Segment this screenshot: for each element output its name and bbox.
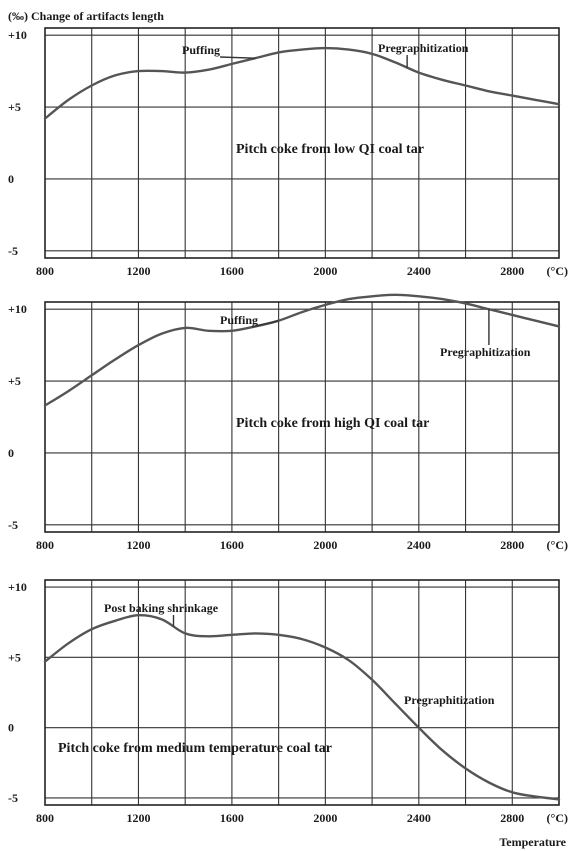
x-tick-label: 2800 (500, 811, 524, 825)
y-tick-label: +10 (8, 580, 27, 594)
x-tick-label: 1200 (126, 264, 150, 278)
x-axis-title: Temperature (499, 835, 566, 849)
annotation-leader (251, 320, 279, 328)
chart-panel-2: +10 +5 0 -5 800 1200 1600 2000 2400 2800 (°C) Pitch… (8, 293, 568, 552)
x-unit-label: (°C) (547, 264, 568, 278)
y-axis-title: (‰) Change of artifacts length (8, 9, 164, 23)
x-tick-label: 1600 (220, 264, 244, 278)
y-tick-label: +5 (8, 100, 21, 114)
x-tick-label: 1200 (126, 538, 150, 552)
annotation-label: Puffing (220, 313, 258, 327)
panel-label: Pitch coke from low QI coal tar (236, 142, 424, 157)
series-line (43, 613, 561, 801)
y-tick-label: -5 (8, 518, 18, 532)
annotation-label: Post baking shrinkage (104, 601, 219, 615)
y-tick-label: +10 (8, 28, 27, 42)
plot-frame (44, 301, 560, 533)
chart-panel-1: +10 +5 0 -5 800 1200 1600 2000 2400 2800 (°C) Pitch… (8, 27, 568, 278)
plot-frame (44, 579, 560, 806)
y-tick-label: 0 (8, 446, 14, 460)
x-tick-label: 2400 (407, 264, 431, 278)
x-unit-label: (°C) (547, 538, 568, 552)
x-tick-label: 2000 (313, 811, 337, 825)
annotation-label: Puffing (182, 43, 220, 57)
x-tick-label: 1200 (126, 811, 150, 825)
x-tick-label: 800 (36, 811, 54, 825)
x-tick-label: 2800 (500, 264, 524, 278)
plot-frame (44, 27, 560, 259)
x-tick-label: 2400 (407, 538, 431, 552)
y-tick-label: 0 (8, 721, 14, 735)
x-tick-label: 2000 (313, 264, 337, 278)
x-tick-label: 2000 (313, 538, 337, 552)
x-tick-label: 1600 (220, 811, 244, 825)
y-tick-label: 0 (8, 172, 14, 186)
y-tick-label: +5 (8, 650, 21, 664)
x-tick-label: 2400 (407, 811, 431, 825)
series-line (43, 46, 561, 120)
x-tick-label: 800 (36, 264, 54, 278)
chart-panels: +10 +5 0 -5 800 1200 1600 2000 2400 2800 (°C) Pitch… (8, 27, 568, 825)
annotation-label: Pregraphitization (440, 345, 531, 359)
panel-label: Pitch coke from high QI coal tar (236, 416, 429, 431)
x-tick-label: 2800 (500, 538, 524, 552)
y-tick-label: -5 (8, 791, 18, 805)
y-tick-label: -5 (8, 244, 18, 258)
x-tick-label: 800 (36, 538, 54, 552)
y-tick-label: +5 (8, 374, 21, 388)
y-tick-label: +10 (8, 302, 27, 316)
chart-panel-3: +10 +5 0 -5 800 1200 1600 2000 2400 2800 (°C) Pitch… (8, 579, 568, 825)
x-tick-label: 1600 (220, 538, 244, 552)
annotation-leader (219, 56, 256, 59)
series-line (43, 293, 561, 407)
annotation-label: Pregraphitization (378, 41, 469, 55)
annotation-label: Pregraphitization (404, 693, 495, 707)
x-unit-label: (°C) (547, 811, 568, 825)
panel-label: Pitch coke from medium temperature coal … (58, 741, 332, 756)
